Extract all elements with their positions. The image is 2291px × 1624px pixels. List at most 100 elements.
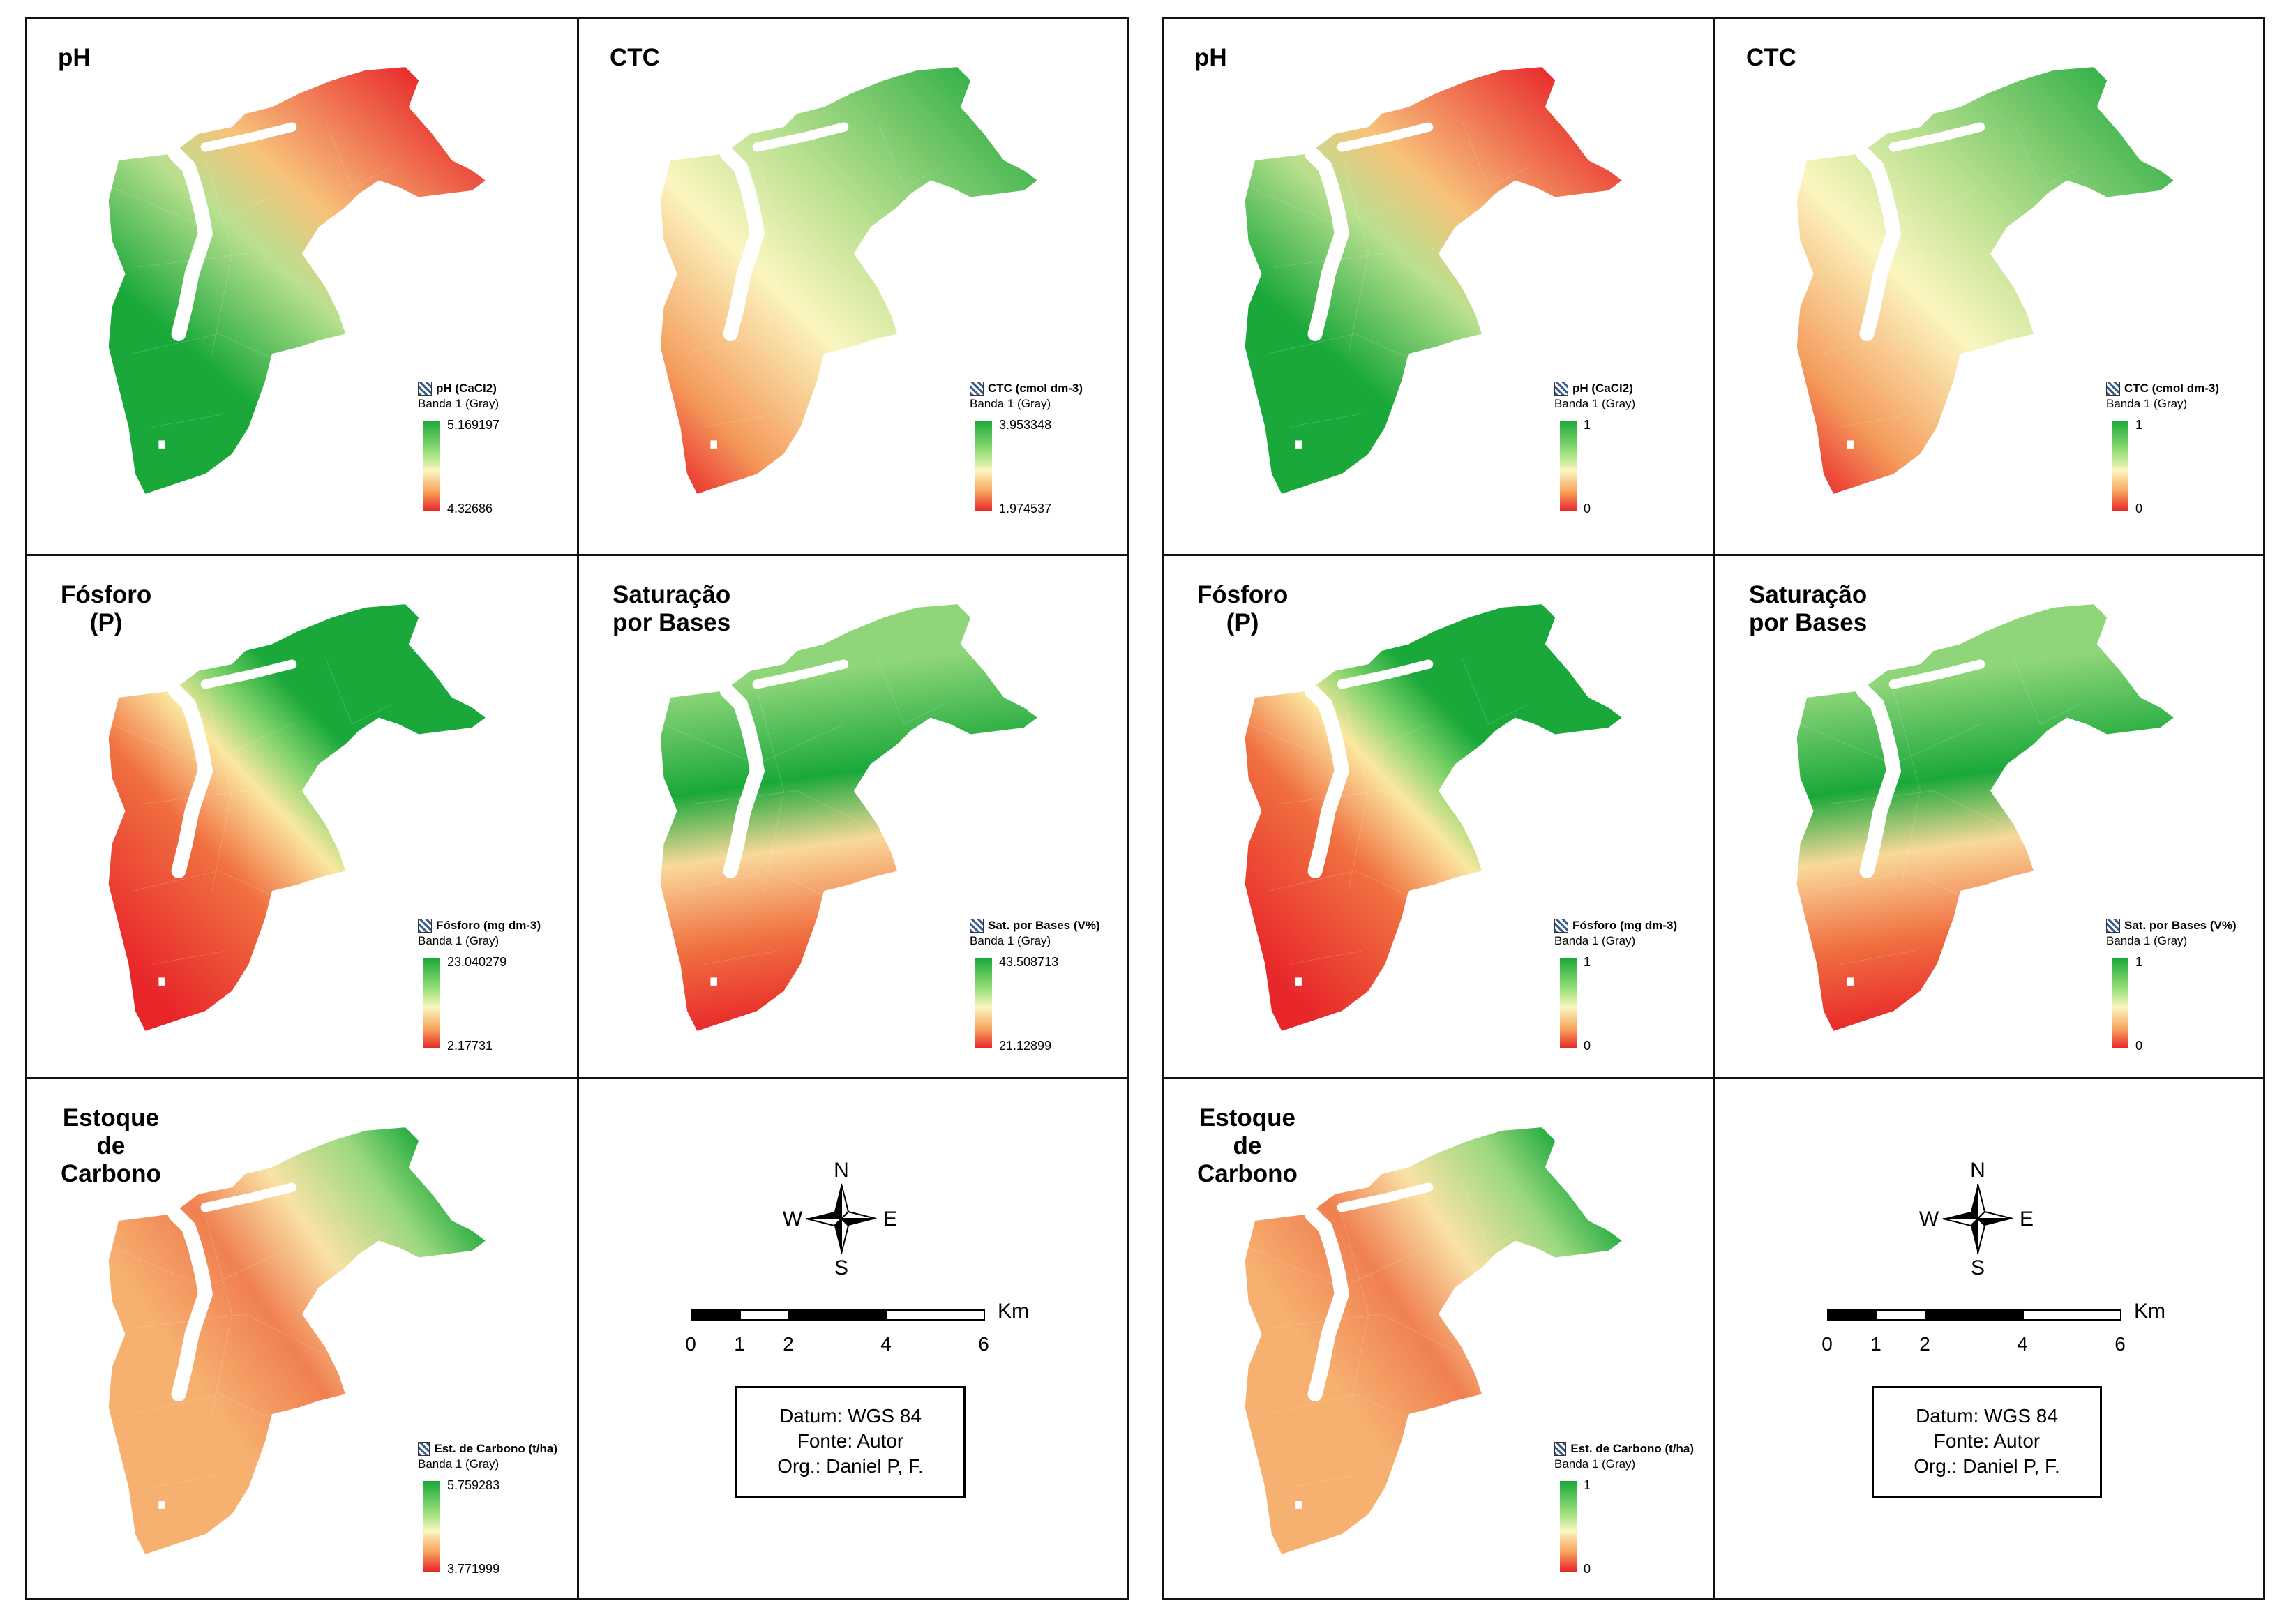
map-panel-saturacao: Saturação por Bases Sat. por (579, 556, 1127, 1077)
raster-layer-icon (970, 919, 984, 933)
grid-divider (27, 554, 1127, 556)
choropleth-map (1245, 604, 1622, 1031)
legend-title: Sat. por Bases (V%) (2124, 919, 2237, 932)
scale-unit: Km (998, 1300, 1029, 1323)
organizer-text: Org.: Daniel P, F. (777, 1455, 924, 1477)
scale-bar: 0 1 2 4 6 Km (1821, 1300, 2176, 1365)
map-info-panel: N S E W 0 1 2 4 6 Km Datum: WGS 84 Fonte: Au… (579, 1079, 1127, 1598)
choropleth-map (660, 67, 1037, 494)
map-legend: CTC (cmol dm-3) Banda 1 (Gray) 1 0 (2106, 382, 2246, 516)
legend-band: Banda 1 (Gray) (418, 934, 499, 947)
legend-max-value: 1 (1584, 955, 1591, 969)
legend-band: Banda 1 (Gray) (1554, 397, 1636, 410)
legend-title: CTC (cmol dm-3) (988, 382, 1083, 395)
panel-title-line: (P) (89, 609, 123, 636)
legend-min-value: 4.32686 (447, 502, 493, 516)
panel-title-line: Saturação (1749, 581, 1868, 608)
color-ramp (975, 958, 992, 1048)
choropleth-map (108, 604, 486, 1031)
legend-title: Est. de Carbono (t/ha) (434, 1442, 557, 1455)
panel-title-line: (P) (1226, 609, 1259, 636)
organizer-text: Org.: Daniel P, F. (1914, 1455, 2060, 1477)
map-board-original: pH pH (CaCl2) Band (25, 17, 1129, 1600)
legend-max-value: 1 (2135, 955, 2143, 969)
legend-band: Banda 1 (Gray) (970, 934, 1051, 947)
legend-min-value: 3.771999 (447, 1562, 500, 1576)
legend-max-value: 3.953348 (999, 418, 1052, 432)
choropleth-map (108, 67, 486, 494)
color-ramp (1560, 958, 1577, 1048)
panel-title-line: Saturação (613, 581, 731, 608)
map-board-normalized: pH pH (CaCl2) Band (1162, 17, 2265, 1600)
choropleth-map (108, 1127, 486, 1554)
raster-layer-icon (1554, 382, 1568, 396)
legend-min-value: 2.17731 (447, 1039, 493, 1053)
legend-title: CTC (cmol dm-3) (2124, 382, 2219, 395)
panel-title: Saturação por Bases (1749, 581, 1867, 637)
legend-band: Banda 1 (Gray) (1554, 934, 1636, 947)
map-legend: CTC (cmol dm-3) Banda 1 (Gray) 3.953348 … (970, 382, 1109, 516)
panel-title-line: Estoque (1199, 1104, 1295, 1131)
compass-n-label: N (834, 1159, 849, 1182)
color-ramp (1560, 421, 1577, 511)
panel-title-line: Carbono (1197, 1160, 1298, 1187)
panel-title-line: Estoque (62, 1104, 159, 1131)
legend-title: pH (CaCl2) (1572, 382, 1633, 395)
legend-max-value: 23.040279 (447, 955, 507, 969)
legend-band: Banda 1 (Gray) (2106, 934, 2188, 947)
map-panel-ph: pH pH (CaCl2) Band (27, 19, 575, 554)
map-panel-ctc: CTC CTC (cmol dm-3) (1715, 19, 2263, 554)
panel-title: Fósforo (P) (61, 581, 151, 637)
grid-divider (27, 1077, 1127, 1079)
scale-tick-label: 4 (880, 1333, 892, 1355)
compass-w-label: W (783, 1208, 803, 1231)
legend-min-value: 1.974537 (999, 502, 1052, 516)
legend-band: Banda 1 (Gray) (418, 1457, 499, 1471)
map-legend: pH (CaCl2) Banda 1 (Gray) 1 0 (1554, 382, 1694, 516)
panel-title-line: pH (1194, 44, 1227, 71)
panel-title: pH (58, 44, 91, 72)
map-metadata-box: Datum: WGS 84 Fonte: Autor Org.: Daniel … (735, 1386, 966, 1498)
legend-min-value: 0 (1584, 502, 1591, 516)
legend-band: Banda 1 (Gray) (1554, 1457, 1636, 1471)
map-panel-carbono: Estoque de Carbono Est. de Car (27, 1079, 575, 1598)
scale-segment (2022, 1309, 2121, 1321)
map-panel-ph: pH pH (CaCl2) Band (1164, 19, 1711, 554)
map-metadata-box: Datum: WGS 84 Fonte: Autor Org.: Daniel … (1872, 1386, 2102, 1498)
panel-title-line: pH (58, 44, 91, 71)
color-ramp (423, 958, 440, 1048)
panel-title-line: CTC (610, 44, 660, 71)
choropleth-map (1245, 67, 1622, 494)
raster-layer-icon (418, 1442, 430, 1456)
panel-title: Saturação por Bases (613, 581, 730, 637)
map-legend: Sat. por Bases (V%) Banda 1 (Gray) 1 0 (2106, 919, 2246, 1053)
map-panel-saturacao: Saturação por Bases Sat. por (1715, 556, 2263, 1077)
map-legend: pH (CaCl2) Banda 1 (Gray) 5.169197 4.326… (418, 382, 557, 516)
compass-s-label: S (1971, 1256, 1985, 1279)
compass-e-label: E (883, 1208, 897, 1231)
compass-s-label: S (834, 1256, 848, 1279)
legend-max-value: 1 (1584, 1478, 1591, 1492)
legend-band: Banda 1 (Gray) (418, 397, 499, 410)
scale-tick-label: 0 (1821, 1333, 1833, 1355)
scale-segment (1925, 1309, 2024, 1321)
raster-layer-icon (2106, 919, 2120, 933)
scale-tick-label: 6 (978, 1333, 989, 1355)
scale-segment (1827, 1309, 1877, 1321)
color-ramp (423, 1481, 440, 1572)
panel-title: CTC (610, 44, 660, 72)
scale-segment (788, 1309, 887, 1321)
scale-unit: Km (2134, 1300, 2165, 1323)
raster-layer-icon (1554, 919, 1568, 933)
legend-max-value: 43.508713 (999, 955, 1059, 969)
legend-max-value: 1 (1584, 418, 1591, 432)
north-arrow-compass-icon: N S E W (1919, 1159, 2034, 1279)
panel-title-line: Carbono (61, 1160, 161, 1187)
legend-min-value: 0 (1584, 1562, 1591, 1576)
north-arrow-compass-icon: N S E W (783, 1159, 897, 1279)
raster-layer-icon (418, 919, 432, 933)
panel-title: CTC (1746, 44, 1796, 72)
scale-segment (739, 1309, 790, 1321)
scale-tick-label: 1 (734, 1333, 745, 1355)
color-ramp (2112, 421, 2128, 511)
